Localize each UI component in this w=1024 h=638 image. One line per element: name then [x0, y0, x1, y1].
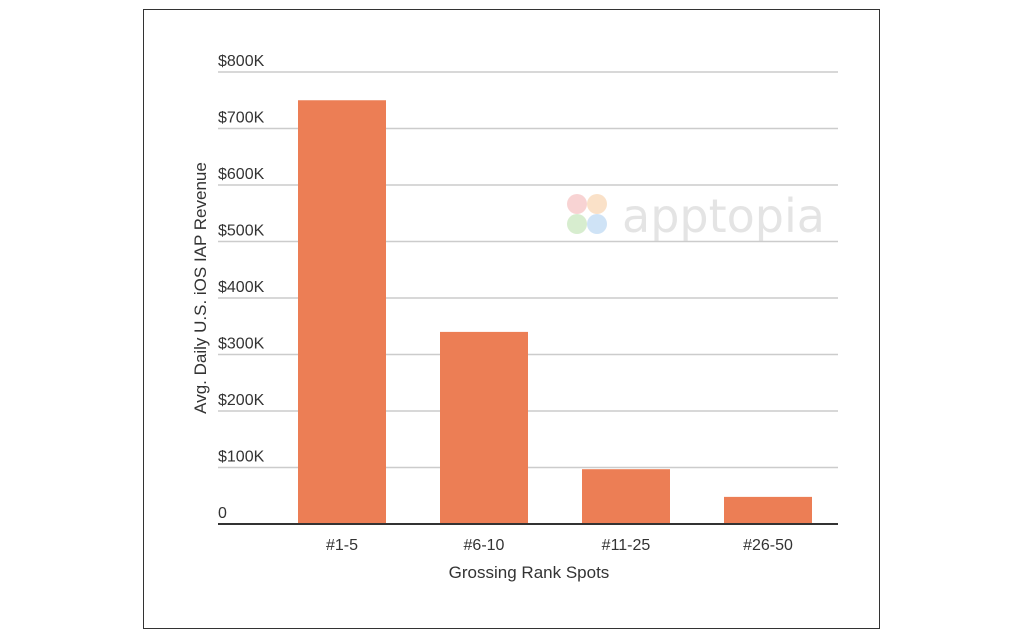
bar: [724, 496, 812, 524]
y-tick-label: 0: [218, 505, 227, 522]
bar: [440, 331, 528, 524]
y-tick-label: $200K: [218, 392, 265, 409]
watermark: apptopia: [567, 189, 825, 243]
y-tick-label: $500K: [218, 223, 265, 240]
apptopia-logo-icon: [567, 194, 607, 234]
x-tick-label: #6-10: [464, 537, 505, 554]
y-tick-label: $100K: [218, 449, 265, 466]
bar: [582, 469, 670, 524]
bar: [298, 100, 386, 524]
x-axis-title: Grossing Rank Spots: [449, 563, 610, 582]
y-tick-label: $800K: [218, 53, 265, 70]
x-tick-label: #11-25: [602, 537, 651, 554]
y-tick-label: $300K: [218, 336, 265, 353]
x-tick-label: #1-5: [326, 537, 358, 554]
y-tick-label: $700K: [218, 110, 265, 127]
chart-frame: [143, 9, 880, 629]
y-tick-label: $400K: [218, 279, 265, 296]
y-tick-label: $600K: [218, 166, 265, 183]
x-tick-label: #26-50: [743, 537, 793, 554]
y-axis-title: Avg. Daily U.S. iOS IAP Revenue: [191, 162, 210, 414]
watermark-text: apptopia: [622, 189, 825, 243]
